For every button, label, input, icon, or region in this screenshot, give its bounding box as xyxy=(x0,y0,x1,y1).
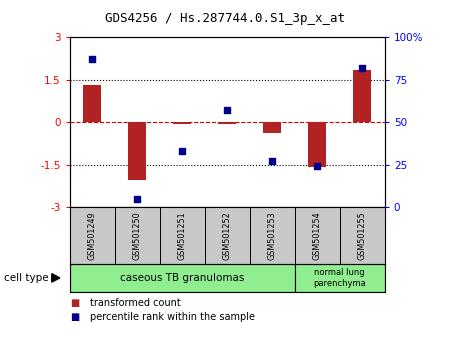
Text: transformed count: transformed count xyxy=(90,298,181,308)
Text: GSM501251: GSM501251 xyxy=(178,212,187,260)
Bar xyxy=(295,264,385,292)
Point xyxy=(179,148,186,154)
Text: cell type: cell type xyxy=(4,273,49,283)
Text: GSM501249: GSM501249 xyxy=(88,212,97,260)
Point xyxy=(134,196,141,201)
Bar xyxy=(353,70,371,122)
Bar xyxy=(218,122,236,124)
Bar xyxy=(308,122,326,167)
Bar xyxy=(173,122,191,124)
Point xyxy=(359,65,366,70)
Text: GSM501253: GSM501253 xyxy=(268,212,277,260)
Text: caseous TB granulomas: caseous TB granulomas xyxy=(120,273,244,283)
Bar xyxy=(128,122,146,180)
Polygon shape xyxy=(52,274,60,282)
Text: GSM501255: GSM501255 xyxy=(358,212,367,261)
Point xyxy=(224,107,231,113)
Point xyxy=(269,158,276,164)
Bar xyxy=(70,264,295,292)
Text: percentile rank within the sample: percentile rank within the sample xyxy=(90,312,255,322)
Text: GSM501252: GSM501252 xyxy=(223,212,232,261)
Text: ■: ■ xyxy=(70,312,79,322)
Point xyxy=(89,56,96,62)
Text: GSM501250: GSM501250 xyxy=(133,212,142,260)
Bar xyxy=(263,122,281,133)
Text: ■: ■ xyxy=(70,298,79,308)
Text: GDS4256 / Hs.287744.0.S1_3p_x_at: GDS4256 / Hs.287744.0.S1_3p_x_at xyxy=(105,12,345,25)
Bar xyxy=(83,85,101,122)
Text: normal lung
parenchyma: normal lung parenchyma xyxy=(313,268,366,287)
Point xyxy=(314,164,321,169)
Text: GSM501254: GSM501254 xyxy=(313,212,322,260)
